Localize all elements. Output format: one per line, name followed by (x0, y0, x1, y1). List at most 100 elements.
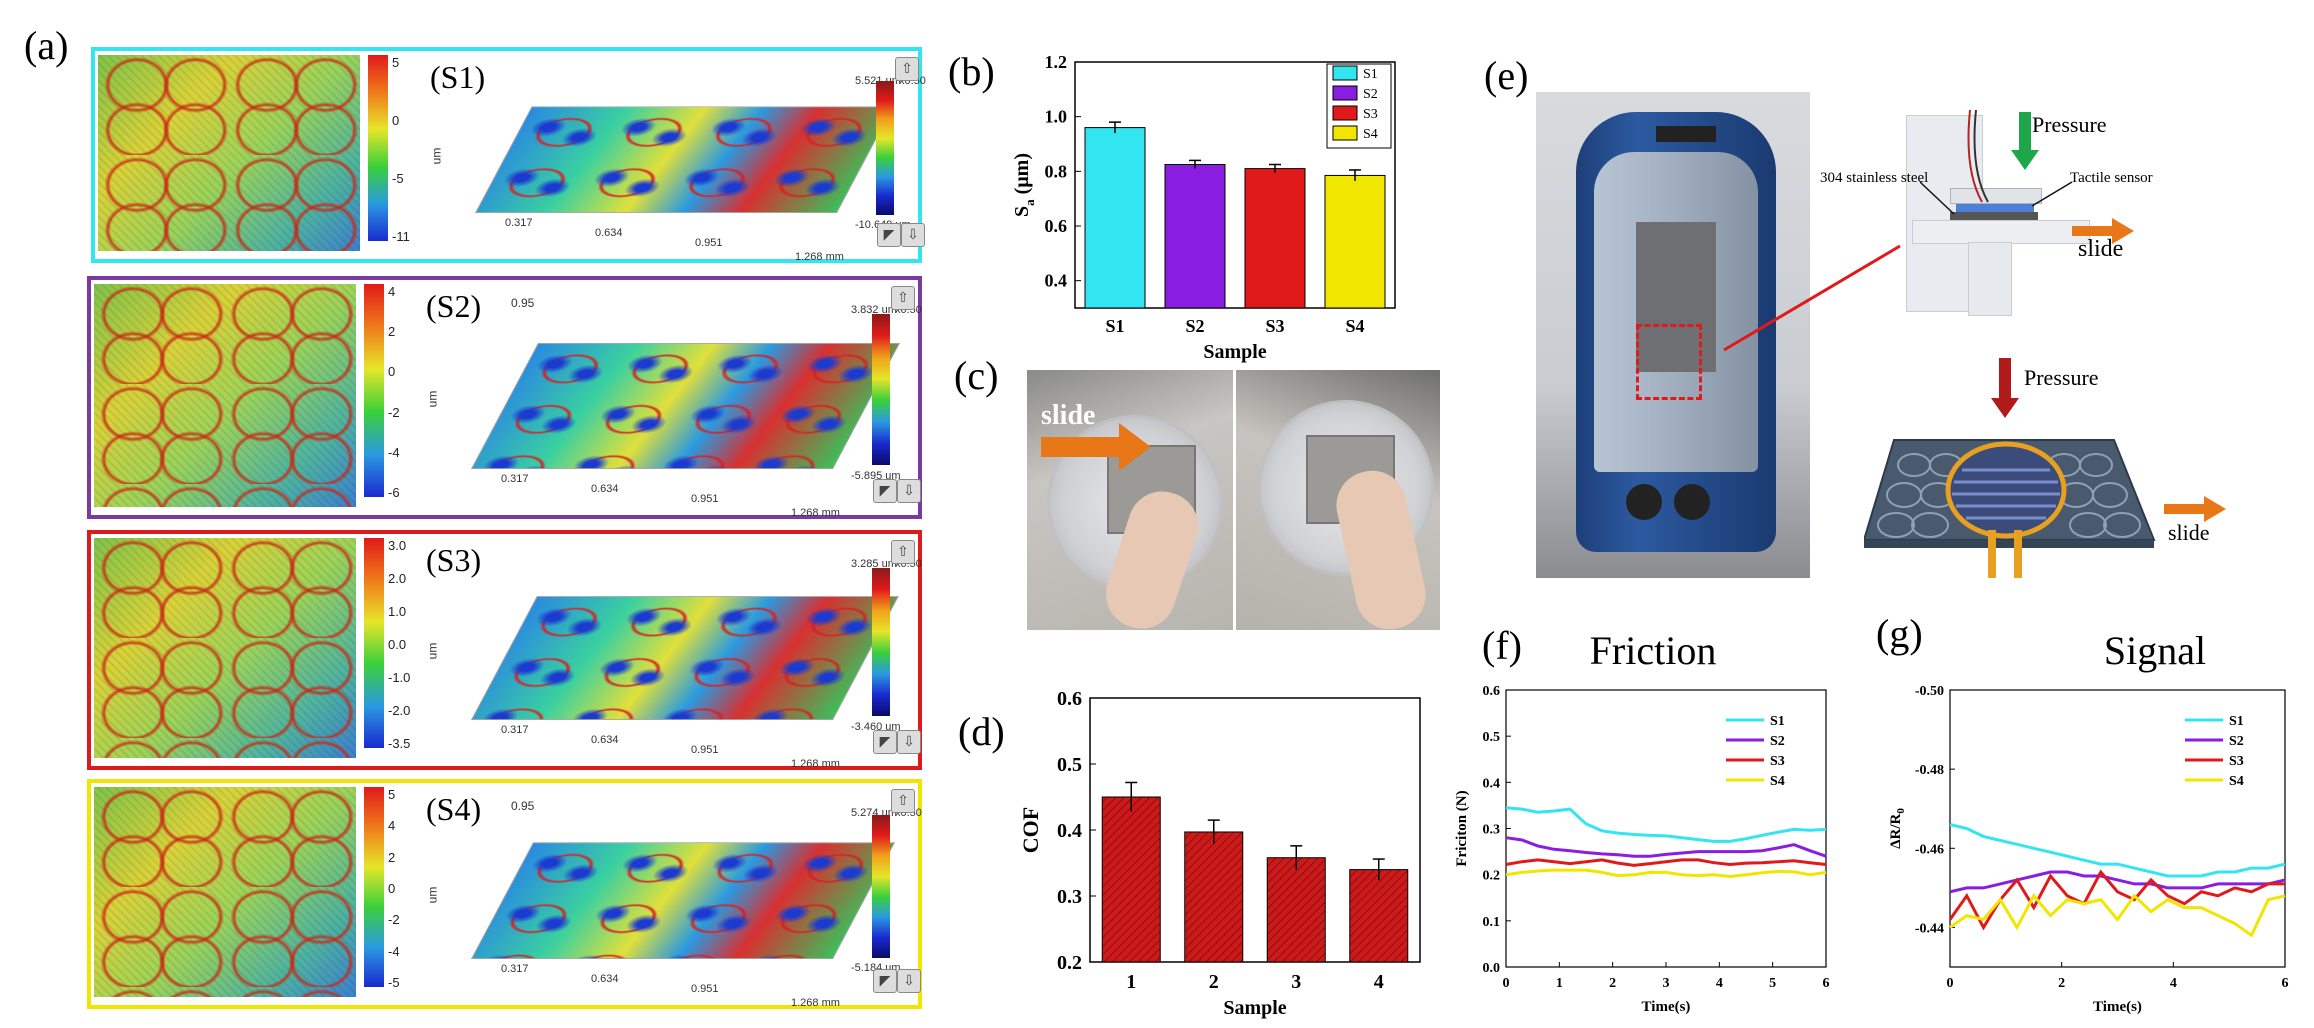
y-tick-label: 0.0 (1483, 961, 1501, 976)
colorbar-unit: um (429, 147, 444, 165)
y-tick-label: 1.2 (1045, 52, 1068, 72)
colorbar-tick: -5 (388, 975, 400, 990)
chart-b-sa-bar: 0.4 0.6 0.8 1.0 1.2 S1 S2 S3 S4 Sample Sa (μm) S1 S2… (1011, 52, 1396, 363)
height-min: -5.895 um (851, 469, 901, 482)
panel-label-g: (g) (1876, 611, 1923, 656)
legend-label: S1 (2229, 714, 2244, 729)
nav-down-button[interactable]: ⇩ (897, 969, 921, 993)
legend-label: S4 (1770, 774, 1785, 789)
x-tick-label: 2 (1209, 971, 1219, 993)
slide-arrow-1 (2072, 218, 2134, 244)
nav-up-button[interactable]: ⇧ (891, 540, 915, 564)
pressure-label-2: Pressure (2024, 365, 2099, 390)
chart-f-friction-line: Friction 0.0 0.1 0.2 0.3 0.4 0.5 0.6 0 1 2 3 4 5 6 Time… (1454, 628, 1830, 1015)
axis-tick: 0.317 (501, 963, 529, 975)
panel-label-e: (e) (1484, 53, 1529, 98)
legend-label: S2 (1363, 87, 1378, 102)
colorbar-tick: 3.0 (388, 538, 407, 553)
y-tick-label: 0.1 (1483, 915, 1501, 930)
colorbar-tick: 0 (392, 113, 400, 128)
y-tick-label: 1.0 (1045, 107, 1068, 127)
series-line-S4 (1505, 868, 1827, 879)
colorbar (364, 538, 384, 748)
y-tick-label: -0.44 (1915, 921, 1944, 936)
axis-tick: 0.951 (695, 237, 723, 249)
series-line-S1 (1505, 806, 1827, 843)
nav-up-button[interactable]: ⇧ (891, 789, 915, 813)
plot-frame (1949, 689, 2286, 968)
schematic-sensor-array (1864, 439, 2156, 578)
colorbar (364, 284, 384, 497)
y-tick-label: 0.2 (1483, 869, 1501, 884)
surface-panel-S4: 5 4 2 0 -2 -4 -5 um (S4) 0.95 0.317 0.634 0.951 1.268… (87, 779, 922, 1009)
colorbar-tick: 0 (388, 881, 396, 896)
colorbar-tick: -5 (392, 171, 404, 186)
legend-swatch (1332, 105, 1358, 121)
x-tick-label: 4 (1374, 971, 1384, 993)
surface-panel-S1: 5 0 -5 -11 um (S1) 0.317 0.634 0.951 1.268 mm 5.52… (91, 47, 926, 263)
photo-c-left: slide (1027, 370, 1233, 630)
legend-label: S3 (2229, 754, 2244, 769)
x-tick-label: 6 (2282, 976, 2289, 991)
machine-port (1674, 484, 1710, 520)
colorbar-tick: -4 (388, 943, 400, 959)
x-axis-label: Sample (1223, 997, 1286, 1019)
legend-label: S1 (1770, 714, 1785, 729)
colorbar (368, 55, 388, 241)
nav-rotate-button[interactable]: ◤ (873, 479, 897, 503)
height-max: 3.832 um (851, 304, 897, 316)
legend-label: S4 (2229, 774, 2244, 789)
y-axis-label: Sa (μm) (1011, 153, 1037, 217)
legend-swatch (1332, 85, 1358, 101)
y-tick-label: 0.6 (1045, 216, 1068, 236)
x-tick-label: 5 (1769, 976, 1776, 991)
nav-rotate-button[interactable]: ◤ (877, 223, 901, 247)
series-line-S2 (1505, 836, 1827, 858)
slide-label-2: slide (2168, 520, 2210, 545)
machine-inner (1636, 222, 1716, 372)
schematic-slider (1912, 220, 2090, 244)
x-axis-label: Sample (1203, 341, 1266, 363)
nav-down-button[interactable]: ⇩ (901, 223, 925, 247)
axis-tick: 0.317 (501, 724, 529, 736)
colorbar-tick: 2 (388, 849, 396, 865)
axis-tick: 0.317 (501, 473, 529, 485)
bar-3 (1266, 857, 1326, 963)
slide-arrow-2 (2164, 496, 2226, 522)
height-colorbar (876, 81, 894, 216)
x-tick-label: 3 (1291, 971, 1301, 993)
nav-rotate-button[interactable]: ◤ (873, 969, 897, 993)
axis-tick: 1.268 mm (791, 507, 840, 519)
bar-S2 (1164, 164, 1226, 309)
surface-title: (S2) (426, 288, 482, 324)
y-tick-label: 0.3 (1483, 823, 1501, 838)
colorbar-tick: -2 (388, 912, 400, 928)
colorbar-tick: 2.0 (388, 571, 407, 586)
legend-label: S4 (1363, 127, 1378, 142)
nav-up-button[interactable]: ⇧ (895, 57, 919, 81)
topography-2d-map (98, 55, 360, 251)
nav-down-button[interactable]: ⇩ (897, 730, 921, 754)
axis-tick: 1.268 mm (791, 758, 840, 770)
machine-port (1626, 484, 1662, 520)
bar-2 (1184, 831, 1244, 963)
steel-pointer (1920, 181, 1955, 215)
y-tick-label: -0.46 (1915, 842, 1944, 857)
x-axis-label: Time(s) (2093, 999, 2142, 1015)
colorbar-tick: 0.0 (388, 637, 407, 652)
colorbar-tick: 0 (388, 364, 396, 380)
series-line-S1 (1949, 823, 2286, 878)
bar-4 (1349, 869, 1409, 963)
series-line-S4 (1949, 893, 2286, 938)
y-tick-label: 0.4 (1045, 271, 1068, 291)
schematic-lower-post (1968, 242, 2012, 316)
nav-rotate-button[interactable]: ◤ (873, 730, 897, 754)
highlight-box (1636, 324, 1702, 400)
nav-down-button[interactable]: ⇩ (897, 479, 921, 503)
pressure-arrow-green (2011, 112, 2039, 170)
axis-tick: 0.951 (691, 493, 719, 505)
colorbar-tick: 2 (388, 324, 396, 340)
nav-up-button[interactable]: ⇧ (891, 286, 915, 310)
panel-label-a: (a) (24, 23, 69, 68)
schematic-sensor-holder (1950, 188, 2042, 204)
